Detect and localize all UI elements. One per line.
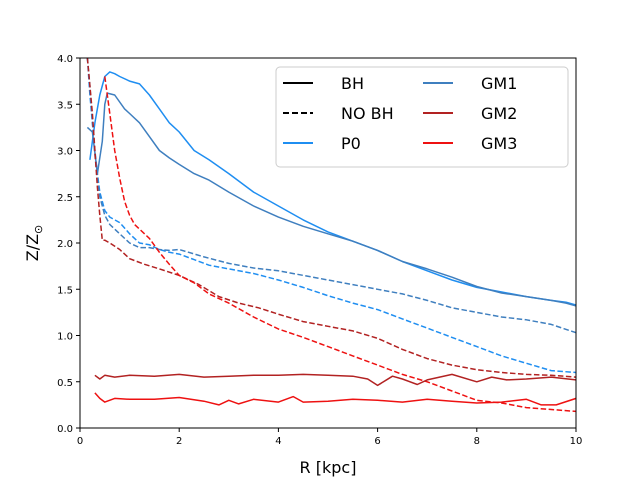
series-line-3 [86, 58, 576, 334]
series-line-7 [94, 392, 576, 406]
series-line-5 [104, 76, 576, 413]
legend: BH NO BH P0 GM1 GM2 GM3 [275, 66, 569, 168]
legend-label: GM1 [481, 74, 517, 93]
y-tick-label: 3.0 [57, 147, 73, 158]
series-layer [86, 58, 576, 413]
ticks-layer: 0 2 4 6 8 10 0.0 0.5 1.0 1.5 2.0 2.5 3.0 3.5 4.0 [57, 54, 582, 447]
x-tick-label: 4 [275, 436, 281, 447]
legend-label: NO BH [341, 104, 394, 123]
series-line-6 [94, 373, 576, 387]
y-tick-label: 1.5 [57, 285, 73, 296]
y-tick-label: 4.0 [57, 54, 73, 65]
y-tick-label: 0.5 [57, 378, 73, 389]
y-tick-label: 1.0 [57, 332, 73, 343]
series-line-4 [86, 58, 576, 378]
y-axis-label-sub: ⊙ [32, 225, 45, 234]
y-axis-label-main: Z/Z [23, 234, 42, 261]
y-axis-label: Z/Z⊙ [23, 225, 45, 262]
y-tick-label: 3.5 [57, 100, 73, 111]
series-line-0 [89, 71, 576, 306]
series-line-1 [86, 92, 576, 307]
legend-label: BH [341, 74, 364, 93]
legend-label: P0 [341, 134, 361, 153]
x-axis-label: R [kpc] [300, 458, 357, 477]
x-tick-label: 0 [77, 436, 83, 447]
legend-label: GM3 [481, 134, 517, 153]
x-tick-label: 6 [374, 436, 380, 447]
x-tick-label: 8 [474, 436, 480, 447]
y-tick-label: 2.5 [57, 193, 73, 204]
y-tick-label: 2.0 [57, 239, 73, 250]
series-line-2 [86, 58, 576, 374]
legend-label: GM2 [481, 104, 517, 123]
x-tick-label: 10 [570, 436, 583, 447]
y-tick-label: 0.0 [57, 424, 73, 435]
x-tick-label: 2 [176, 436, 182, 447]
legend-box [275, 66, 569, 168]
